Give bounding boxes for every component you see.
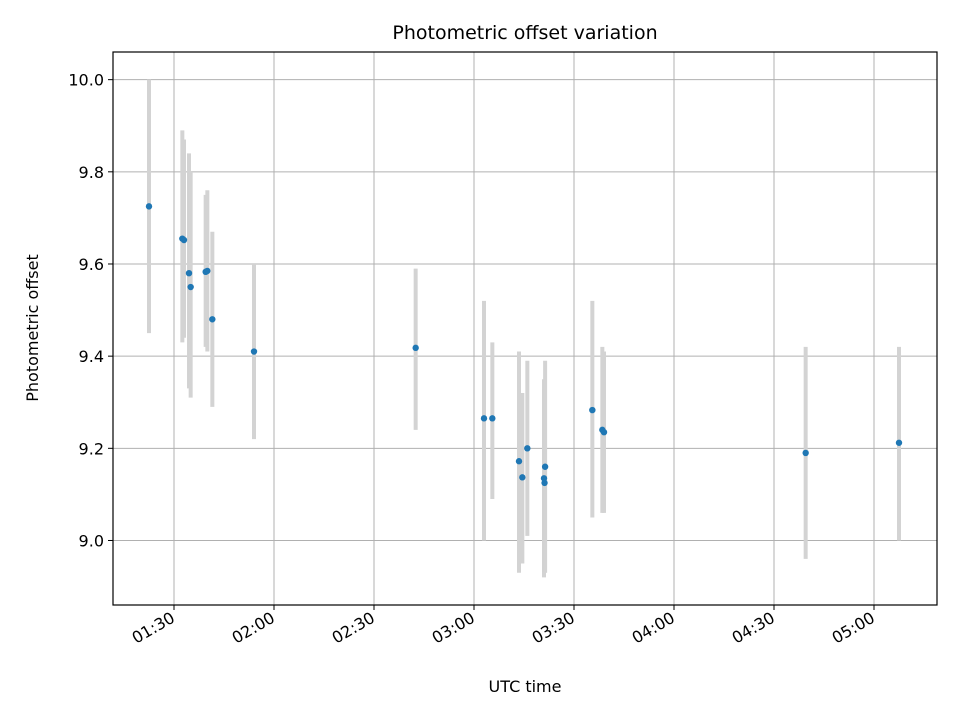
data-point [489,415,496,422]
chart-title: Photometric offset variation [392,22,657,44]
data-point [519,474,526,481]
data-point [187,283,194,291]
data-point [524,445,531,452]
y-tick-label: 9.0 [79,531,104,550]
grid-lines [113,52,937,605]
data-point [209,316,216,323]
y-tick-label: 9.4 [79,347,104,366]
data-point [204,267,211,275]
data-point [515,458,523,465]
plot-frame [112,51,938,606]
data-point [895,439,903,446]
data-point [589,406,596,414]
data-point [541,463,549,470]
y-tick-label: 9.8 [79,163,104,182]
y-tick-label: 10.0 [68,71,104,90]
data-point [600,428,608,436]
y-tick-label: 9.6 [79,255,104,274]
y-axis-label: Photometric offset [23,254,42,402]
x-axis-label: UTC time [489,677,562,696]
data-point [145,203,153,210]
data-point [185,270,193,277]
data-point [180,236,188,244]
data-point [250,348,258,355]
data-points [145,203,903,487]
y-axis-ticks: 9.0 9.2 9.4 9.6 9.8 10.0 [68,71,113,550]
y-tick-label: 9.2 [79,439,104,458]
data-point [802,449,809,457]
data-point [541,479,548,487]
data-point [412,344,419,352]
data-point [480,415,488,422]
